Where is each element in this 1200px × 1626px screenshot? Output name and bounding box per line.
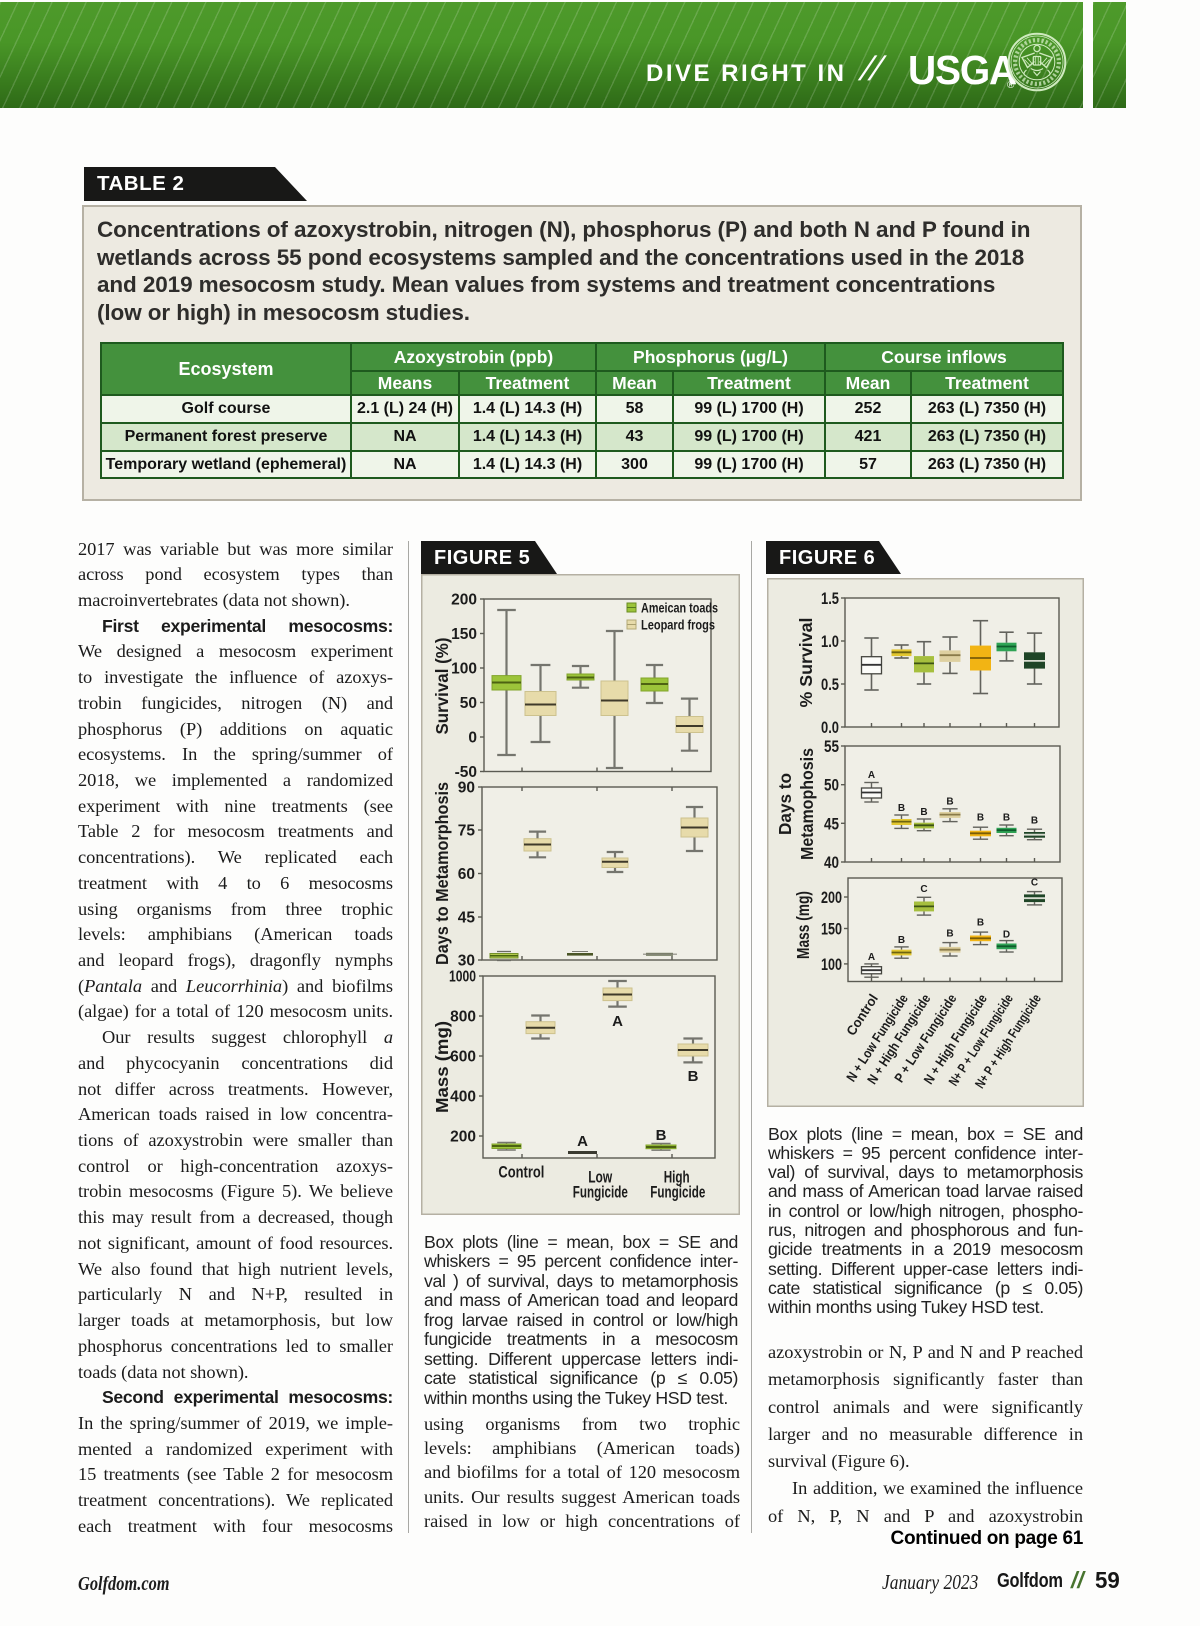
svg-text:50: 50 (460, 695, 477, 712)
svg-text:B: B (1003, 813, 1010, 824)
svg-text:B: B (977, 918, 984, 929)
svg-text:Mass (mg): Mass (mg) (432, 1021, 452, 1113)
svg-text:C: C (920, 884, 927, 895)
svg-text:Fungicide: Fungicide (573, 1183, 628, 1202)
svg-text:1.5: 1.5 (821, 590, 839, 608)
svg-text:Ameican toads: Ameican toads (641, 601, 718, 616)
svg-text:B: B (898, 803, 905, 814)
svg-text:B: B (946, 929, 953, 940)
svg-text:B: B (688, 1068, 699, 1085)
svg-text:150: 150 (451, 626, 477, 643)
svg-text:B: B (1031, 816, 1038, 827)
svg-text:High: High (664, 1168, 690, 1187)
svg-text:D: D (1003, 930, 1010, 941)
svg-text:A: A (612, 1013, 623, 1030)
svg-text:1000: 1000 (449, 969, 476, 986)
svg-text:B: B (898, 935, 905, 946)
svg-text:0.5: 0.5 (821, 676, 839, 694)
svg-text:0: 0 (468, 730, 477, 747)
svg-text:200: 200 (821, 889, 842, 907)
svg-text:55: 55 (824, 738, 839, 756)
svg-text:75: 75 (458, 823, 476, 840)
svg-text:800: 800 (450, 1009, 476, 1026)
svg-text:A: A (868, 770, 875, 781)
svg-text:40: 40 (824, 854, 839, 872)
svg-text:B: B (977, 813, 984, 824)
svg-text:90: 90 (458, 780, 475, 797)
svg-text:60: 60 (458, 866, 475, 883)
svg-text:B: B (946, 797, 953, 808)
svg-text:200: 200 (451, 592, 477, 609)
svg-text:Survival (%): Survival (%) (432, 638, 452, 735)
svg-text:50: 50 (824, 777, 839, 795)
svg-text:C: C (1031, 878, 1038, 889)
svg-text:B: B (920, 807, 927, 818)
svg-text:400: 400 (450, 1089, 476, 1106)
svg-text:Control: Control (498, 1163, 544, 1182)
svg-text:1.0: 1.0 (821, 633, 839, 651)
svg-text:0.0: 0.0 (821, 719, 839, 737)
svg-text:-50: -50 (455, 764, 477, 781)
svg-text:600: 600 (450, 1049, 476, 1066)
svg-text:30: 30 (458, 953, 475, 970)
svg-text:100: 100 (451, 661, 477, 678)
svg-text:Days to Metamorphosis: Days to Metamorphosis (432, 782, 452, 965)
svg-text:Days to: Days to (775, 773, 795, 835)
svg-text:45: 45 (824, 815, 839, 833)
svg-text:Fungicide: Fungicide (650, 1183, 705, 1202)
svg-text:Leopard frogs: Leopard frogs (641, 618, 715, 633)
svg-text:% Survival: % Survival (796, 618, 816, 708)
svg-text:100: 100 (821, 956, 842, 974)
svg-text:B: B (656, 1127, 667, 1144)
svg-text:150: 150 (821, 921, 842, 939)
svg-text:Low: Low (588, 1168, 613, 1187)
svg-text:Metamophosis: Metamophosis (797, 748, 817, 860)
svg-text:45: 45 (458, 910, 476, 927)
svg-text:A: A (577, 1133, 588, 1150)
svg-text:A: A (868, 952, 875, 963)
svg-text:200: 200 (450, 1129, 476, 1146)
svg-text:Mass (mg): Mass (mg) (793, 891, 813, 959)
